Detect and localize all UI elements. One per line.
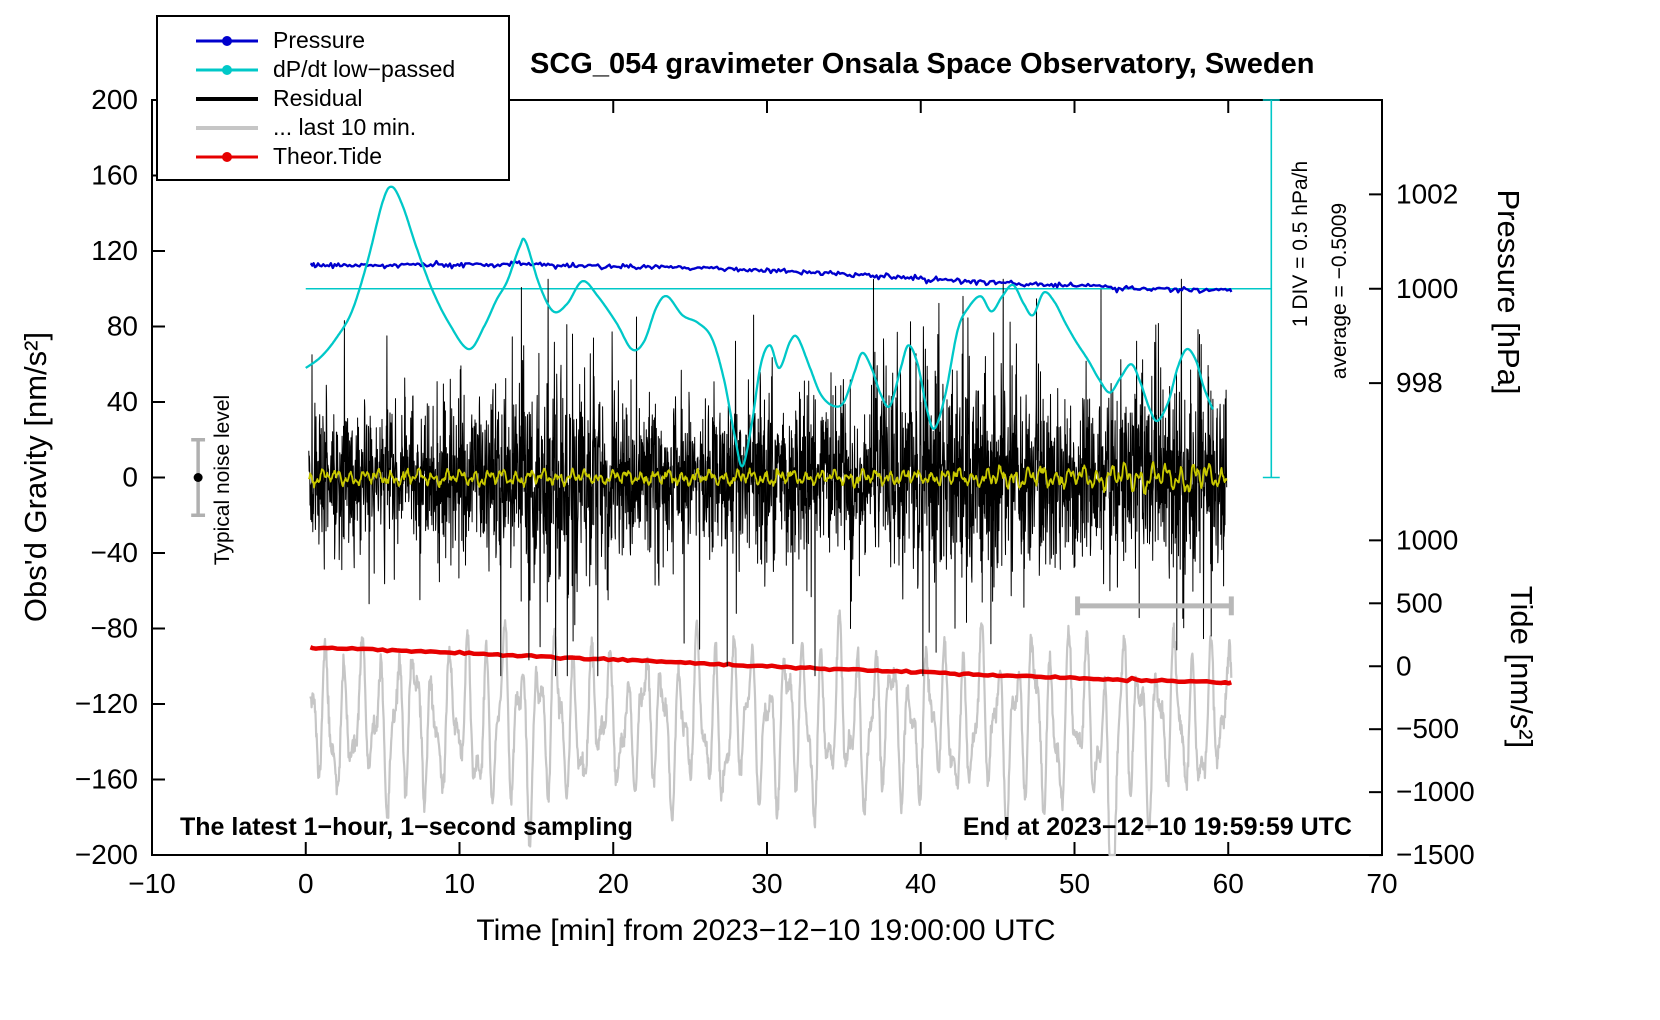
tide-tick-label: 0 xyxy=(1396,650,1412,681)
x-tick-label: 0 xyxy=(298,868,314,899)
pressure-tick-label: 998 xyxy=(1396,367,1443,398)
series-pressure xyxy=(310,259,1233,294)
legend-label: ... last 10 min. xyxy=(273,114,417,140)
tide-tick-label: 1000 xyxy=(1396,524,1458,555)
average-annotation: average = −0.5009 xyxy=(1328,202,1351,380)
div-scale-annotation: 1 DIV = 0.5 hPa/h xyxy=(1289,160,1312,328)
x-tick-label: 60 xyxy=(1213,868,1244,899)
legend-line-sample xyxy=(196,64,258,76)
legend-marker-dot xyxy=(222,151,232,162)
legend-box: Pressure dP/dt low−passed Residual ... last… xyxy=(156,15,510,181)
legend-line-sample xyxy=(196,35,258,47)
x-tick-label: 50 xyxy=(1059,868,1090,899)
legend-label: dP/dt low−passed xyxy=(273,56,456,82)
gravity-tick-label: −120 xyxy=(75,688,138,719)
legend-label: Residual xyxy=(273,85,363,111)
noise-level-annotation: Typical noise level xyxy=(211,394,234,566)
x-tick-label: 20 xyxy=(598,868,629,899)
gravity-tick-label: 160 xyxy=(91,160,138,191)
x-tick-label: 40 xyxy=(905,868,936,899)
legend-item--last-10-min-: ... last 10 min. xyxy=(158,113,508,142)
x-tick-label: 10 xyxy=(444,868,475,899)
x-tick-label: −10 xyxy=(128,868,176,899)
tide-tick-label: −1000 xyxy=(1396,776,1475,807)
legend-line-sample xyxy=(196,93,258,105)
series-dpdt xyxy=(305,185,1214,468)
series-last10 xyxy=(309,609,1233,857)
tide-tick-label: −1500 xyxy=(1396,839,1475,870)
noise-level-marker-dot xyxy=(193,473,203,482)
legend-label: Theor.Tide xyxy=(273,143,383,169)
series-residual xyxy=(308,278,1228,677)
series-tide xyxy=(309,645,1232,686)
sampling-note: The latest 1−hour, 1−second sampling xyxy=(180,813,633,841)
gravity-tick-label: 80 xyxy=(107,311,138,342)
gravity-tick-label: 200 xyxy=(91,84,138,115)
legend-line-sample xyxy=(196,122,258,134)
legend-label: Pressure xyxy=(273,27,366,53)
end-time-note: End at 2023−12−10 19:59:59 UTC xyxy=(962,813,1352,841)
legend-marker-dot xyxy=(222,64,232,75)
y-axis-label-gravity: Obs'd Gravity [nm/s²] xyxy=(18,331,53,623)
chart-title: SCG_054 gravimeter Onsala Space Observat… xyxy=(530,48,1315,80)
series-residual_lowpass xyxy=(307,461,1228,495)
tide-tick-label: 500 xyxy=(1396,587,1443,618)
gravity-tick-label: 40 xyxy=(107,386,138,417)
gravity-tick-label: −40 xyxy=(91,537,139,568)
legend-item-residual: Residual xyxy=(158,84,508,113)
y-axis-label-tide: Tide [nm/s²] xyxy=(1504,585,1539,749)
gravity-tick-label: −200 xyxy=(75,839,138,870)
gravity-tick-label: −80 xyxy=(91,613,139,644)
x-tick-label: 30 xyxy=(751,868,782,899)
legend-item-dp-dt-low-passed: dP/dt low−passed xyxy=(158,55,508,84)
pressure-tick-label: 1000 xyxy=(1396,273,1458,304)
gravity-tick-label: 0 xyxy=(122,462,138,493)
gravity-tick-label: 120 xyxy=(91,235,138,266)
pressure-tick-label: 1002 xyxy=(1396,178,1458,209)
legend-item-pressure: Pressure xyxy=(158,26,508,55)
legend-line-sample xyxy=(196,151,258,163)
x-tick-label: 70 xyxy=(1366,868,1397,899)
y-axis-label-pressure: Pressure [hPa] xyxy=(1491,189,1526,395)
x-axis-label: Time [min] from 2023−12−10 19:00:00 UTC xyxy=(476,914,1056,947)
tide-tick-label: −500 xyxy=(1396,713,1459,744)
legend-item-theor-tide: Theor.Tide xyxy=(158,142,508,171)
gravity-tick-label: −160 xyxy=(75,764,138,795)
legend-marker-dot xyxy=(222,35,232,46)
